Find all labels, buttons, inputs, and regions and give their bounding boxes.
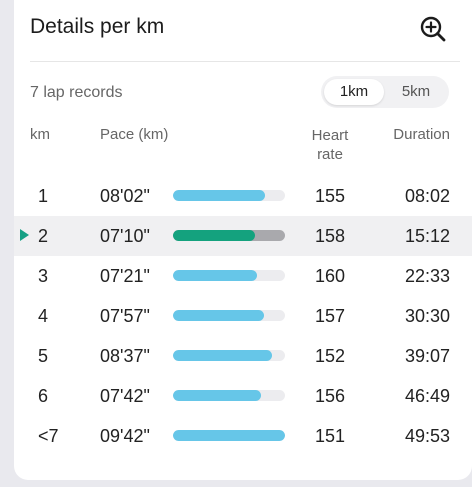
lap-km: 4 <box>38 306 49 326</box>
lap-duration: 15:12 <box>404 226 450 246</box>
card-header: Details per km <box>14 0 472 60</box>
toggle-5km[interactable]: 5km <box>401 83 431 100</box>
lap-pace: 07'57" <box>100 306 150 326</box>
page-title: Details per km <box>30 15 165 38</box>
lap-km: <7 <box>38 426 59 446</box>
pace-bar-fill <box>173 270 257 281</box>
header-divider <box>30 61 460 62</box>
lap-pace: 08'37" <box>100 346 150 366</box>
pace-bar-fill <box>173 390 262 401</box>
column-header-duration: Duration <box>393 126 450 143</box>
pace-bar <box>173 310 285 321</box>
lap-km: 2 <box>38 226 49 246</box>
column-header-pace: Pace (km) <box>100 126 169 143</box>
lap-heart-rate: 152 <box>314 346 346 366</box>
lap-heart-rate: 151 <box>314 426 346 446</box>
unit-toggle: 1km 5km <box>321 76 449 108</box>
pace-bar <box>173 390 285 401</box>
lap-pace: 07'42" <box>100 386 150 406</box>
pace-bar-fill <box>173 350 272 361</box>
lap-heart-rate: 156 <box>314 386 346 406</box>
column-header-km: km <box>30 126 50 143</box>
selected-indicator-icon <box>20 229 29 241</box>
lap-records-count: 7 lap records <box>30 84 123 101</box>
pace-bar-fill <box>173 190 265 201</box>
lap-duration: 22:33 <box>404 266 450 286</box>
lap-duration: 30:30 <box>404 306 450 326</box>
lap-pace: 08'02" <box>100 186 150 206</box>
lap-km: 1 <box>38 186 49 206</box>
lap-row[interactable]: <7 09'42" 151 49:53 <box>14 416 472 456</box>
pace-bar-fill <box>173 310 264 321</box>
lap-row[interactable]: 5 08'37" 152 39:07 <box>14 336 472 376</box>
lap-heart-rate: 158 <box>314 226 346 246</box>
lap-km: 5 <box>38 346 49 366</box>
zoom-in-button[interactable] <box>418 14 448 44</box>
lap-km: 6 <box>38 386 49 406</box>
lap-heart-rate: 157 <box>314 306 346 326</box>
lap-km: 3 <box>38 266 49 286</box>
lap-row[interactable]: 6 07'42" 156 46:49 <box>14 376 472 416</box>
lap-pace: 07'10" <box>100 226 150 246</box>
lap-pace: 09'42" <box>100 426 150 446</box>
toggle-1km[interactable]: 1km <box>324 79 384 105</box>
pace-bar <box>173 190 285 201</box>
column-header-heart-rate: Heart rate <box>311 127 349 163</box>
pace-bar <box>173 230 285 241</box>
lap-heart-rate: 160 <box>314 266 346 286</box>
pace-bar <box>173 270 285 281</box>
pace-bar <box>173 350 285 361</box>
lap-duration: 39:07 <box>404 346 450 366</box>
lap-heart-rate: 155 <box>314 186 346 206</box>
lap-duration: 46:49 <box>404 386 450 406</box>
lap-pace: 07'21" <box>100 266 150 286</box>
lap-row[interactable]: 4 07'57" 157 30:30 <box>14 296 472 336</box>
lap-row[interactable]: 2 07'10" 158 15:12 <box>14 216 472 256</box>
pace-bar-fill <box>173 230 255 241</box>
pace-bar-fill <box>173 430 285 441</box>
lap-row[interactable]: 1 08'02" 155 08:02 <box>14 176 472 216</box>
lap-duration: 49:53 <box>404 426 450 446</box>
zoom-in-icon <box>420 16 446 42</box>
pace-bar <box>173 430 285 441</box>
lap-duration: 08:02 <box>404 186 450 206</box>
lap-details-card: Details per km 7 lap records 1km 5km km … <box>14 0 472 480</box>
lap-row[interactable]: 3 07'21" 160 22:33 <box>14 256 472 296</box>
